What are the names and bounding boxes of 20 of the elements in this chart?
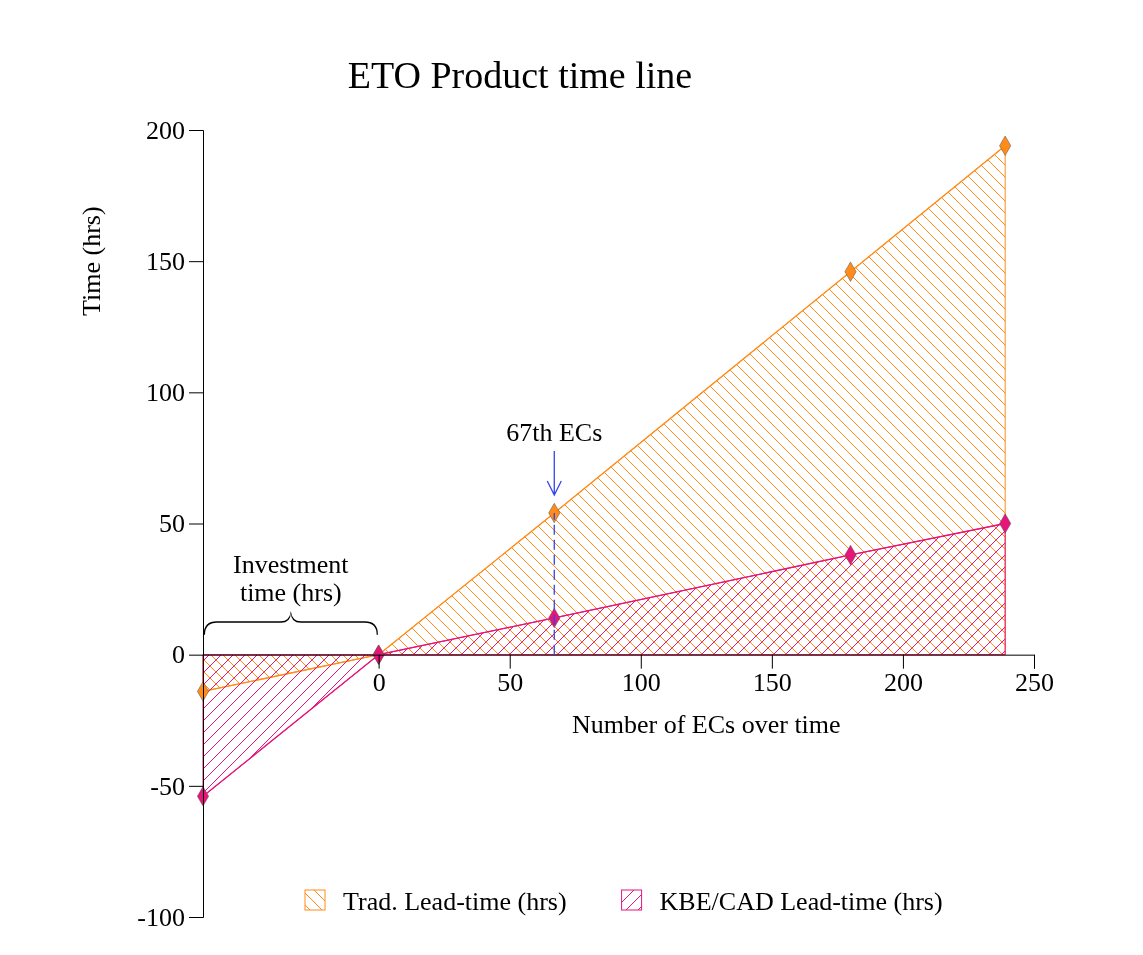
legend-label: KBE/CAD Lead-time (hrs)	[659, 887, 943, 916]
y-tick-label: 100	[146, 378, 185, 408]
chart-title: ETO Product time line	[347, 54, 693, 96]
annotation: 67th ECs	[506, 418, 603, 448]
x-axis-title: Number of ECs over time	[572, 709, 841, 739]
y-tick-label: 150	[146, 246, 185, 276]
annotation: Investment time (hrs)	[233, 549, 350, 607]
y-axis-title: Time (hrs)	[77, 206, 106, 316]
x-tick-label: 150	[752, 668, 792, 698]
y-tick-label: -100	[137, 902, 185, 932]
x-tick-label: 50	[497, 668, 524, 698]
x-tick-label: 100	[621, 668, 661, 698]
y-tick-label: 50	[159, 509, 185, 539]
y-tick-label: 200	[146, 115, 185, 145]
x-tick-label: 250	[1015, 668, 1054, 698]
legend-label: Trad. Lead-time (hrs)	[343, 887, 567, 916]
y-tick-label: -50	[150, 771, 185, 801]
y-tick-label: 0	[172, 640, 185, 670]
x-tick-label: 200	[883, 668, 923, 698]
x-tick-label: 0	[372, 668, 386, 698]
